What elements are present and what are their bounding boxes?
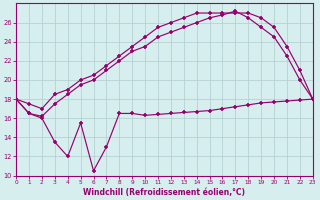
X-axis label: Windchill (Refroidissement éolien,°C): Windchill (Refroidissement éolien,°C)	[84, 188, 245, 197]
